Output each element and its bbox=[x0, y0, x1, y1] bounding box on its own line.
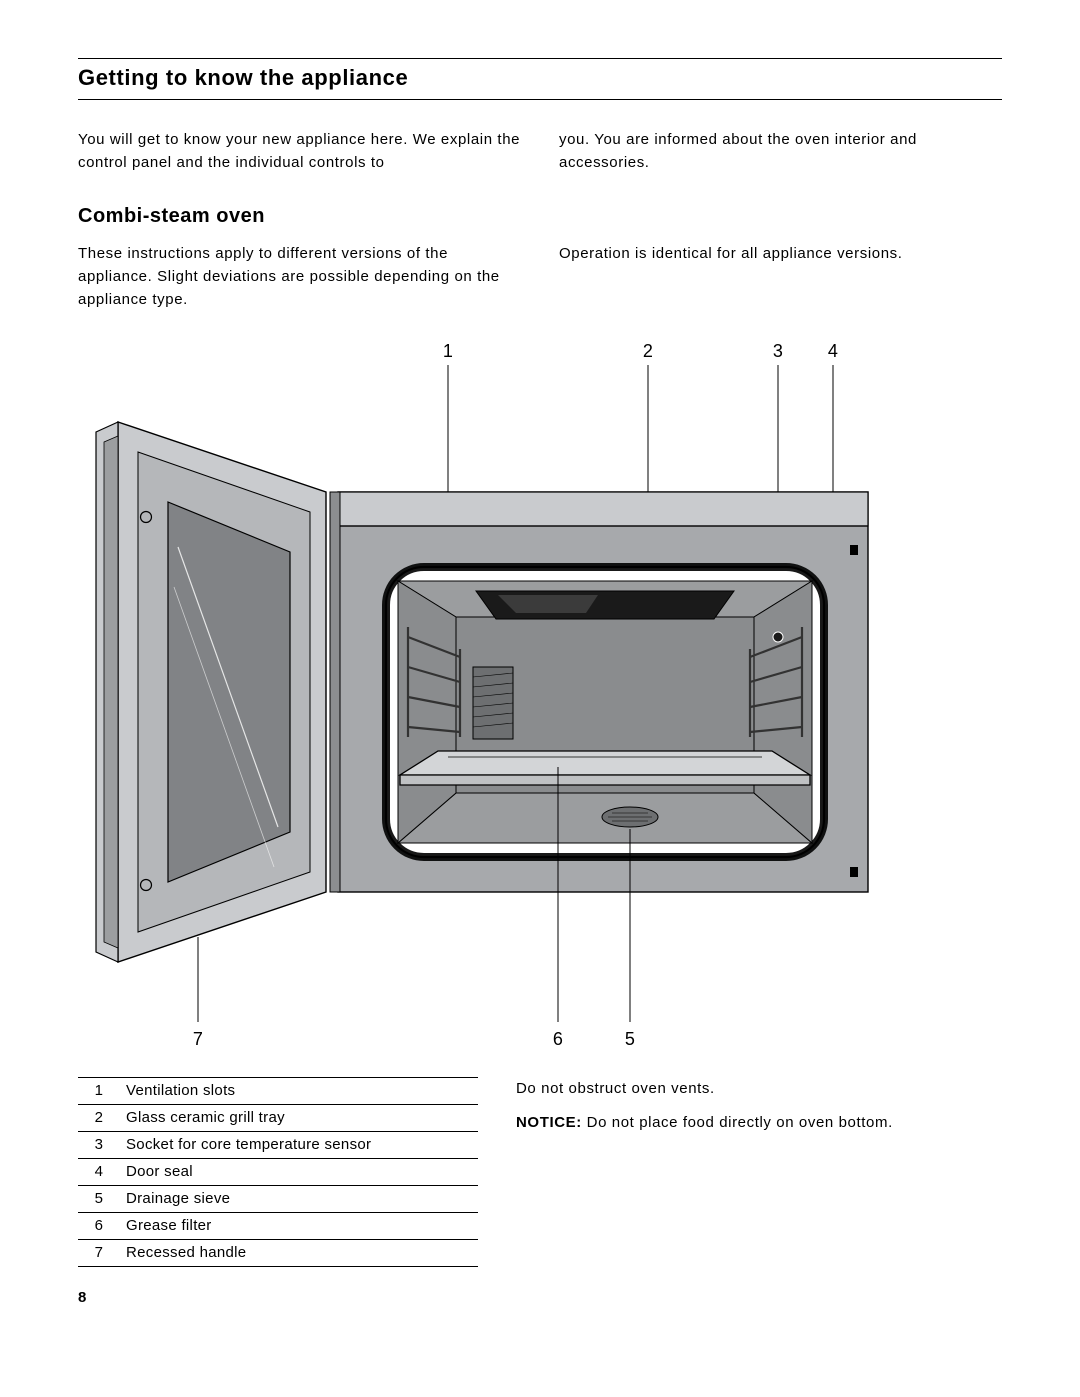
callout-2: 2 bbox=[643, 341, 653, 361]
sub-title: Combi-steam oven bbox=[78, 205, 1002, 228]
parts-table: 1Ventilation slots2Glass ceramic grill t… bbox=[78, 1077, 478, 1267]
part-label: Ventilation slots bbox=[120, 1078, 478, 1105]
table-row: 6Grease filter bbox=[78, 1213, 478, 1240]
combi-right: Operation is identical for all appliance… bbox=[559, 242, 1002, 312]
page-number: 8 bbox=[78, 1289, 1002, 1306]
callout-7: 7 bbox=[193, 1029, 203, 1049]
part-label: Socket for core temperature sensor bbox=[120, 1132, 478, 1159]
table-row: 4Door seal bbox=[78, 1159, 478, 1186]
callout-4: 4 bbox=[828, 341, 838, 361]
part-number: 7 bbox=[78, 1240, 120, 1267]
part-label: Recessed handle bbox=[120, 1240, 478, 1267]
part-number: 5 bbox=[78, 1186, 120, 1213]
part-number: 2 bbox=[78, 1105, 120, 1132]
callout-3: 3 bbox=[773, 341, 783, 361]
part-label: Door seal bbox=[120, 1159, 478, 1186]
intro-left: You will get to know your new appliance … bbox=[78, 128, 521, 175]
note-vents: Do not obstruct oven vents. bbox=[516, 1077, 1002, 1100]
combi-block: These instructions apply to different ve… bbox=[78, 242, 1002, 312]
section-title: Getting to know the appliance bbox=[78, 58, 1002, 100]
part-number: 6 bbox=[78, 1213, 120, 1240]
note-notice: NOTICE: Do not place food directly on ov… bbox=[516, 1111, 1002, 1134]
part-label: Grease filter bbox=[120, 1213, 478, 1240]
callout-5: 5 bbox=[625, 1029, 635, 1049]
table-row: 5Drainage sieve bbox=[78, 1186, 478, 1213]
part-label: Glass ceramic grill tray bbox=[120, 1105, 478, 1132]
oven-body bbox=[338, 492, 868, 892]
notes: Do not obstruct oven vents. NOTICE: Do n… bbox=[516, 1077, 1002, 1267]
table-row: 3Socket for core temperature sensor bbox=[78, 1132, 478, 1159]
intro-right: you. You are informed about the oven int… bbox=[559, 128, 1002, 175]
notice-label: NOTICE: bbox=[516, 1114, 582, 1131]
table-row: 7Recessed handle bbox=[78, 1240, 478, 1267]
oven-diagram: 1 2 3 4 bbox=[78, 337, 1002, 1067]
table-row: 1Ventilation slots bbox=[78, 1078, 478, 1105]
callout-1: 1 bbox=[443, 341, 453, 361]
part-number: 1 bbox=[78, 1078, 120, 1105]
combi-left: These instructions apply to different ve… bbox=[78, 242, 521, 312]
oven-door bbox=[96, 422, 340, 962]
part-number: 3 bbox=[78, 1132, 120, 1159]
callout-6: 6 bbox=[553, 1029, 563, 1049]
table-row: 2Glass ceramic grill tray bbox=[78, 1105, 478, 1132]
part-label: Drainage sieve bbox=[120, 1186, 478, 1213]
part-number: 4 bbox=[78, 1159, 120, 1186]
notice-text: Do not place food directly on oven botto… bbox=[582, 1114, 893, 1131]
intro-block: You will get to know your new appliance … bbox=[78, 128, 1002, 175]
